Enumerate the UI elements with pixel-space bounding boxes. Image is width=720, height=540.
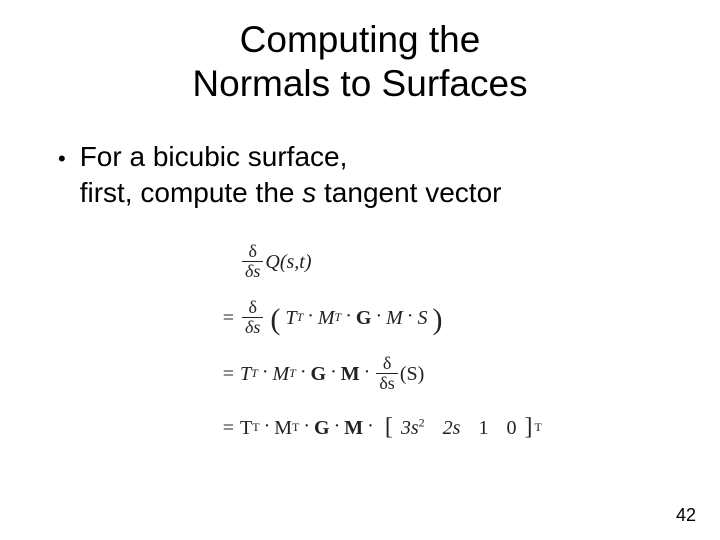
frac-num-2: δ [245, 298, 259, 317]
vec-el-4: 0 [506, 412, 516, 444]
dot-op: · [364, 356, 371, 388]
q-symbol: Q [265, 246, 279, 278]
frac-num: δ [245, 242, 259, 261]
sym-G3: G [311, 358, 327, 390]
sup-T2: T [335, 308, 342, 327]
dot-op: · [307, 300, 314, 332]
dot-op: · [303, 410, 310, 442]
vec-el-3: 1 [478, 412, 488, 444]
sym-MT4: M [274, 412, 292, 444]
sup-T3a: T [251, 364, 258, 383]
page-number: 42 [676, 505, 696, 526]
frac-den: δs [242, 261, 263, 281]
frac-den-3: δs [376, 373, 398, 393]
vec1-base: 3s [401, 417, 419, 439]
title-line-2: Normals to Surfaces [192, 63, 527, 104]
sym-G: G [356, 302, 372, 334]
sup-T4b: T [292, 418, 299, 437]
dot-op: · [407, 300, 414, 332]
vec-el-2: 2s [443, 412, 461, 444]
dot-op: · [300, 356, 307, 388]
dot-op: · [334, 410, 341, 442]
final-sup-T: T [534, 418, 541, 437]
dot-op: · [367, 410, 374, 442]
fraction-dds-3: δ δs [376, 354, 398, 393]
sym-MT: M [318, 302, 335, 334]
row-vector: 3s2 2s 1 0 [401, 412, 517, 444]
sym-M: M [386, 302, 403, 334]
sym-TT4: T [240, 412, 252, 444]
frac-den-2: δs [242, 317, 263, 337]
math-row-1: δ δs Q(s,t) [210, 240, 670, 284]
sym-M3: M [341, 358, 360, 390]
dot-op: · [345, 300, 352, 332]
sym-TT3: T [240, 358, 251, 390]
sup-T1: T [297, 308, 304, 327]
eq-sign-2: = [210, 302, 240, 334]
fraction-dds: δ δs [242, 242, 263, 281]
bullet-dot-icon: • [58, 145, 66, 174]
page-title: Computing the Normals to Surfaces [50, 18, 670, 107]
dot-op: · [262, 356, 269, 388]
dot-op: · [330, 356, 337, 388]
fraction-dds-2: δ δs [242, 298, 263, 337]
eq-sign-3: = [210, 358, 240, 390]
sym-TT: T [285, 302, 296, 334]
sym-MT3: M [272, 358, 289, 390]
sym-M4: M [344, 412, 363, 444]
sup-T3b: T [289, 364, 296, 383]
s-paren: (S) [400, 358, 424, 390]
bracket-left: [ [385, 408, 393, 446]
vec1-sup: 2 [419, 415, 425, 429]
eq-sign-4: = [210, 412, 240, 444]
math-row-2: = δ δs ( TT · MT · G · M · S ) [210, 294, 670, 342]
sym-S: S [417, 302, 427, 334]
bullet-item: • For a bicubic surface, first, compute … [50, 139, 670, 212]
bullet-text: For a bicubic surface, first, compute th… [80, 139, 502, 212]
sym-G4: G [314, 412, 330, 444]
bullet-line2b: tangent vector [316, 177, 501, 208]
math-row-3: = TT · MT · G · M · δ δs (S) [210, 352, 670, 396]
bullet-line2a: first, compute the [80, 177, 303, 208]
frac-num-3: δ [380, 354, 394, 373]
dot-op: · [375, 300, 382, 332]
dot-op: · [264, 410, 271, 442]
sup-T4a: T [252, 418, 259, 437]
math-row-4: = TT · MT · G · M · [ 3s2 2s 1 0 ]T [210, 406, 670, 450]
bracket-right: ] [524, 408, 532, 446]
math-derivation: δ δs Q(s,t) = δ δs ( TT · MT · G · M · S [210, 240, 670, 450]
title-line-1: Computing the [240, 19, 481, 60]
slide-container: Computing the Normals to Surfaces • For … [0, 0, 720, 540]
q-args: (s,t) [280, 246, 312, 278]
paren-right: ) [432, 296, 442, 344]
paren-left: ( [270, 296, 280, 344]
vec-el-1: 3s2 [401, 412, 425, 444]
bullet-var-s: s [302, 177, 316, 208]
bullet-line1: For a bicubic surface, [80, 141, 348, 172]
